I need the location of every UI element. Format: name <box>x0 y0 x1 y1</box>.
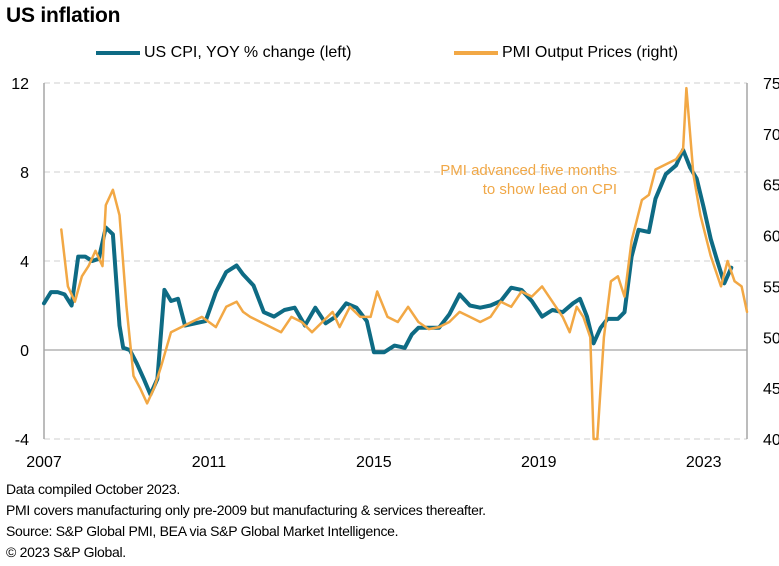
x-tick-label: 2015 <box>356 454 392 471</box>
y-right-tick-label: 45 <box>763 381 779 398</box>
y-left-tick-label: 0 <box>20 343 29 360</box>
y-left-tick-label: 4 <box>20 254 29 271</box>
legend-label-pmi: PMI Output Prices (right) <box>502 44 679 61</box>
footer-line-4: © 2023 S&P Global. <box>6 544 126 560</box>
y-right-tick-label: 65 <box>763 178 779 195</box>
footer-notes: Data compiled October 2023. PMI covers m… <box>6 479 486 563</box>
series-line-cpi <box>42 147 734 397</box>
y-right-tick-label: 75 <box>763 76 779 93</box>
annotation-line-2: to show lead on CPI <box>483 181 617 198</box>
legend-swatch-pmi <box>454 51 498 55</box>
chart-title: US inflation <box>6 4 121 27</box>
legend-item-pmi: PMI Output Prices (right) <box>454 44 678 62</box>
footer-line-1: Data compiled October 2023. <box>6 481 181 497</box>
footer-line-2: PMI covers manufacturing only pre-2009 b… <box>6 502 486 518</box>
y-right-tick-label: 50 <box>763 330 779 347</box>
legend-label-cpi: US CPI, YOY % change (left) <box>144 44 352 61</box>
y-right-tick-label: 60 <box>763 229 779 246</box>
tick-labels: -4 0 4 8 12 40 45 50 55 60 65 70 75 2007 2011 2015 2019 2… <box>11 76 779 471</box>
legend: US CPI, YOY % change (left) PMI Output P… <box>0 44 779 66</box>
y-left-tick-label: 8 <box>20 165 29 182</box>
x-tick-label: 2023 <box>686 454 722 471</box>
y-left-tick-label: 12 <box>11 76 29 93</box>
x-tick-label: 2019 <box>521 454 557 471</box>
footer-line-3: Source: S&P Global PMI, BEA via S&P Glob… <box>6 523 399 539</box>
annotation-line-1: PMI advanced five months <box>440 162 617 179</box>
legend-item-cpi: US CPI, YOY % change (left) <box>96 44 352 62</box>
gridlines <box>44 82 747 440</box>
x-tick-label: 2011 <box>192 454 227 471</box>
y-left-tick-label: -4 <box>15 432 29 449</box>
legend-swatch-cpi <box>96 51 140 55</box>
y-right-tick-label: 70 <box>763 127 779 144</box>
y-right-tick-label: 55 <box>763 279 779 296</box>
series-line-pmi <box>60 86 749 441</box>
y-right-tick-label: 40 <box>763 432 779 449</box>
x-tick-label: 2007 <box>26 454 62 471</box>
series-lines <box>42 86 749 441</box>
